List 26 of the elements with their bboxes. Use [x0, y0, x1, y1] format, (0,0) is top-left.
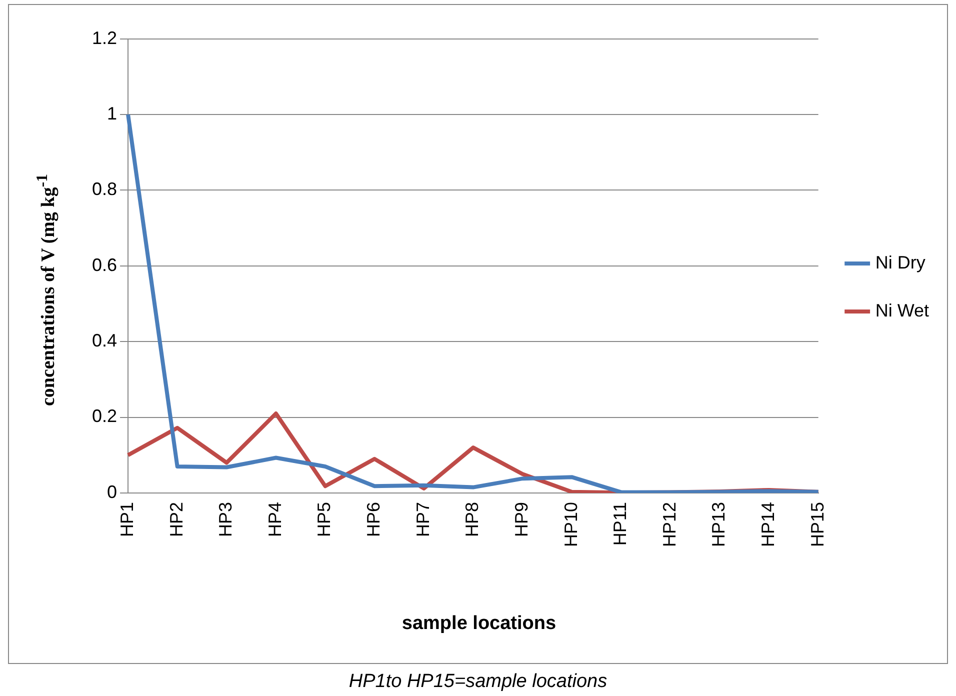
legend-label: Ni Wet [875, 300, 930, 320]
x-tick-label: HP3 [216, 502, 236, 537]
x-tick-label: HP10 [560, 502, 581, 548]
y-tick-label: 1.2 [92, 28, 118, 48]
legend-label: Ni Dry [875, 252, 926, 272]
y-tick-label: 0.4 [92, 330, 118, 351]
x-tick-label: HP7 [412, 502, 433, 537]
y-tick-label: 0 [107, 482, 118, 502]
x-tick-label: HP14 [758, 502, 778, 548]
x-tick-label: HP12 [659, 502, 680, 548]
y-tick-label: 0.8 [92, 179, 118, 200]
y-tick-label: 0.6 [92, 254, 118, 275]
x-tick-label: HP13 [708, 502, 729, 548]
y-tick-label: 0.2 [92, 406, 118, 426]
y-tick-label: 1 [107, 103, 118, 124]
x-tick-label: HP4 [264, 502, 285, 537]
x-tick-label: HP8 [462, 502, 482, 537]
x-tick-label: HP15 [807, 502, 828, 548]
x-tick-label: HP5 [314, 502, 334, 537]
x-tick-label: HP9 [511, 502, 532, 537]
x-tick-label: HP11 [610, 502, 630, 546]
text: HP1to HP15=sample locations [348, 671, 608, 693]
x-axis-title: sample locations [400, 613, 558, 635]
x-tick-label: HP6 [364, 502, 384, 537]
x-tick-label: HP1 [116, 502, 137, 537]
x-tick-label: HP2 [166, 502, 186, 537]
